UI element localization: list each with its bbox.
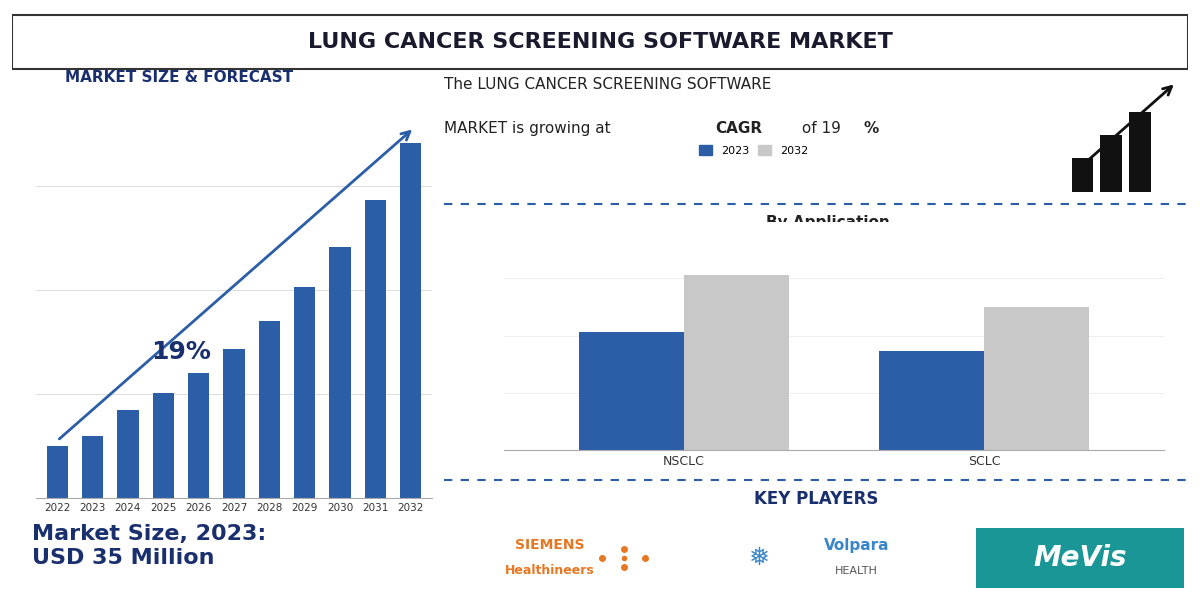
Text: SIEMENS: SIEMENS xyxy=(515,538,584,552)
Bar xyxy=(152,393,174,498)
Bar xyxy=(400,143,421,498)
Text: By Application: By Application xyxy=(766,215,890,230)
Text: The LUNG CANCER SCREENING SOFTWARE: The LUNG CANCER SCREENING SOFTWARE xyxy=(444,77,772,92)
Bar xyxy=(259,321,280,498)
Text: ❅: ❅ xyxy=(748,546,769,570)
Bar xyxy=(580,332,684,450)
Bar xyxy=(984,307,1090,450)
Text: MeVis: MeVis xyxy=(1033,544,1127,572)
Bar xyxy=(330,247,350,498)
Bar xyxy=(294,287,316,498)
Text: CAGR: CAGR xyxy=(715,121,762,136)
Bar xyxy=(47,446,68,498)
Bar xyxy=(365,200,386,498)
Bar xyxy=(188,373,209,498)
Bar xyxy=(223,349,245,498)
Bar xyxy=(118,410,138,498)
Text: Volpara: Volpara xyxy=(823,538,889,553)
Text: MARKET SIZE & FORECAST: MARKET SIZE & FORECAST xyxy=(65,70,294,85)
Text: KEY PLAYERS: KEY PLAYERS xyxy=(754,490,878,508)
Text: Healthineers: Healthineers xyxy=(505,565,595,577)
Bar xyxy=(977,528,1183,588)
Text: MARKET is growing at: MARKET is growing at xyxy=(444,121,616,136)
Bar xyxy=(684,275,790,450)
Bar xyxy=(1072,158,1093,192)
Text: Market Size, 2023:
USD 35 Million: Market Size, 2023: USD 35 Million xyxy=(32,524,266,568)
FancyBboxPatch shape xyxy=(12,15,1188,69)
Text: HEALTH: HEALTH xyxy=(835,566,877,576)
Text: LUNG CANCER SCREENING SOFTWARE MARKET: LUNG CANCER SCREENING SOFTWARE MARKET xyxy=(307,32,893,52)
Bar xyxy=(878,351,984,450)
Bar xyxy=(82,436,103,498)
Bar xyxy=(1129,112,1151,192)
Bar xyxy=(1100,135,1122,192)
Legend: 2023, 2032: 2023, 2032 xyxy=(695,141,814,161)
Text: %: % xyxy=(863,121,878,136)
Text: of 19: of 19 xyxy=(797,121,840,136)
Text: 19%: 19% xyxy=(151,340,211,364)
